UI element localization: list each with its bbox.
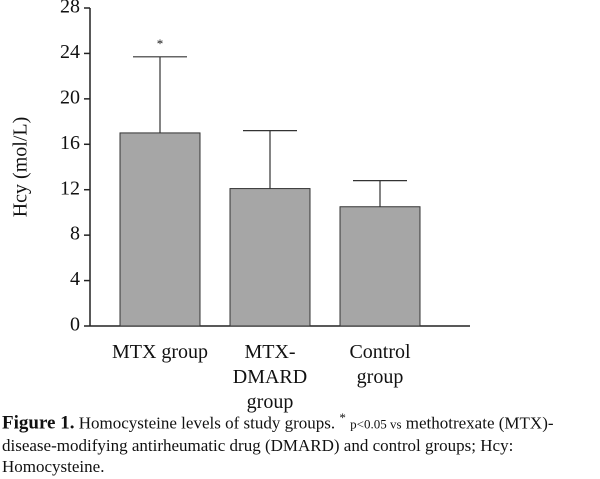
bar xyxy=(339,206,421,327)
caption-marker: * xyxy=(339,410,346,425)
error-bar xyxy=(353,180,407,207)
y-tick-label: 16 xyxy=(60,132,80,154)
y-tick-label: 20 xyxy=(60,86,80,108)
chart: Hcy (mol/L) 0 4 8 12 16 20 24 28 * xyxy=(10,0,470,336)
annotation: * xyxy=(157,36,164,51)
y-tick-label: 4 xyxy=(70,268,80,290)
bar xyxy=(119,132,201,327)
y-tick-label: 28 xyxy=(60,0,80,18)
caption-note: p<0.05 vs xyxy=(350,416,402,432)
x-tick-label: MTX-DMARD group xyxy=(232,341,308,413)
y-tick-label: 24 xyxy=(60,41,80,63)
y-tick-label: 0 xyxy=(70,314,80,336)
y-axis-label: Hcy (mol/L) xyxy=(10,117,32,218)
y-tick-label: 12 xyxy=(60,177,80,199)
caption: Figure 1. Homocysteine levels of study g… xyxy=(2,407,598,477)
error-bar xyxy=(243,130,297,189)
x-tick-label: Control group xyxy=(349,341,411,388)
bar xyxy=(229,188,311,327)
caption-text: Homocysteine levels of study groups. xyxy=(78,413,336,433)
caption-label: Figure 1. xyxy=(2,412,75,434)
x-tick-label: MTX group xyxy=(111,341,209,363)
y-tick-label: 8 xyxy=(70,223,80,245)
error-bar xyxy=(133,56,187,133)
caption-text2: methotrexate (MTX)-disease-modifying ant… xyxy=(2,413,554,476)
